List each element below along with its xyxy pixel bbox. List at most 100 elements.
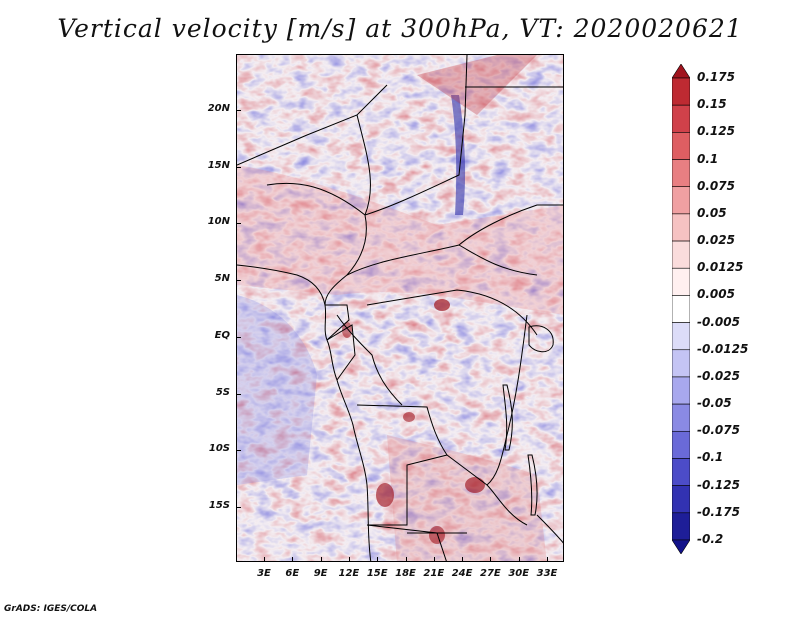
colorbar-swatch: [672, 458, 690, 486]
border-chad-sudan: [364, 55, 468, 216]
colorbar-swatch: [672, 403, 690, 432]
colorbar-swatch: [672, 104, 690, 133]
lake-victoria: [528, 325, 554, 353]
longitude-tick-label: 15E: [366, 568, 388, 579]
colorbar-tick-label: 0.125: [697, 124, 735, 139]
longitude-tick-label: 18E: [395, 568, 416, 579]
convective-cell: [403, 412, 415, 422]
latitude-tick-label: 20N: [207, 103, 230, 114]
border-mozambique: [536, 514, 563, 544]
longitude-tick-label: 24E: [451, 568, 473, 579]
latitude-tick-label: 5N: [214, 273, 230, 285]
longitude-tick: [433, 557, 435, 562]
latitude-tick: [236, 223, 241, 225]
latitude-tick-label: 15N: [207, 159, 230, 171]
colorbar: [672, 64, 690, 554]
latitude-tick: [236, 393, 241, 395]
border-niger-chad: [356, 114, 371, 216]
longitude-tick-label: 30E: [508, 568, 530, 579]
colorbar-tick-label: 0.005: [697, 287, 735, 302]
colorbar-swatch: [672, 213, 690, 242]
longitude-tick-label: 9E: [313, 568, 328, 579]
latitude-tick: [236, 336, 241, 338]
longitude-tick: [348, 557, 350, 562]
border-cameroon: [325, 304, 350, 341]
northeast-ascent-band: [417, 55, 537, 115]
longitude-tick-label: 21E: [423, 568, 445, 579]
map-plot-area: [236, 54, 564, 562]
longitude-tick-label: 6E: [285, 568, 300, 579]
colorbar-lower-extension: [672, 539, 690, 554]
colorbar-swatch: [672, 485, 690, 514]
colorbar-swatch: [672, 376, 690, 405]
colorbar-tick-label: -0.125: [697, 477, 740, 492]
grads-credit: GrADS: IGES/COLA: [4, 604, 98, 614]
latitude-tick: [236, 450, 241, 452]
colorbar-tick-label: -0.2: [697, 532, 724, 546]
chart-title: Vertical velocity [m/s] at 300hPa, VT: 2…: [57, 14, 743, 43]
colorbar-tick-label: 0.175: [697, 70, 735, 84]
latitude-tick: [236, 507, 241, 508]
gulf-descent-region: [237, 295, 317, 485]
colorbar-swatch: [672, 267, 690, 296]
colorbar-swatch: [672, 240, 690, 269]
colorbar-tick-label: -0.05: [697, 396, 732, 411]
longitude-tick: [405, 557, 407, 562]
colorbar-tick-label: 0.1: [697, 151, 719, 166]
latitude-tick-label: 10S: [208, 443, 230, 455]
colorbar-upper-extension: [672, 64, 690, 79]
colorbar-tick-label: 0.075: [697, 178, 735, 193]
longitude-tick: [490, 557, 492, 562]
longitude-tick: [547, 557, 548, 562]
lake-tanganyika: [502, 384, 513, 451]
colorbar-swatch: [672, 77, 690, 106]
border-zambia: [446, 454, 528, 526]
longitude-tick-label: 27E: [480, 568, 501, 579]
colorbar-tick-label: 0.0125: [697, 260, 744, 275]
border-drc-east: [486, 314, 528, 486]
convective-cell: [376, 483, 394, 507]
longitude-tick: [292, 557, 294, 562]
border-drc-north: [366, 289, 538, 336]
sahel-ascent-region: [237, 165, 563, 315]
latitude-tick-label: 5S: [215, 386, 230, 398]
longitude-tick-label: 3E: [257, 568, 271, 579]
longitude-tick-label: 33E: [536, 568, 558, 579]
colorbar-tick-label: -0.1: [697, 450, 724, 465]
latitude-tick: [236, 166, 241, 168]
colorbar-tick-label: -0.175: [697, 504, 740, 519]
colorbar-swatch: [672, 132, 690, 160]
colorbar-tick-label: 0.025: [697, 233, 735, 248]
colorbar-swatch: [672, 430, 690, 459]
coastline-west-africa: [237, 264, 372, 561]
colorbar-tick-label: -0.025: [697, 368, 740, 383]
political-boundaries: [237, 55, 563, 561]
colorbar-tick-label: 0.15: [697, 97, 727, 112]
colorbar-tick-label: -0.005: [697, 314, 740, 329]
longitude-tick: [320, 557, 322, 562]
colorbar-tick-label: -0.0125: [697, 341, 749, 356]
border-angola: [356, 404, 448, 526]
latitude-tick: [236, 110, 241, 111]
longitude-tick-label: 12E: [338, 568, 360, 579]
convective-cell: [434, 299, 450, 311]
longitude-tick: [518, 557, 520, 562]
nile-descent-streak: [451, 95, 466, 215]
latitude-tick: [236, 280, 241, 282]
latitude-tick-label: 10N: [207, 216, 230, 228]
southern-africa-ascent: [387, 435, 547, 561]
colorbar-swatch: [672, 512, 690, 541]
longitude-tick: [264, 557, 265, 562]
lake-malawi: [527, 454, 538, 516]
longitude-tick: [462, 557, 464, 562]
convective-cell: [465, 477, 485, 493]
latitude-tick-label: 15S: [208, 500, 230, 511]
colorbar-tick-label: -0.075: [697, 423, 740, 438]
border-car: [346, 244, 538, 276]
convective-cell: [429, 526, 445, 544]
colorbar-swatch: [672, 322, 690, 351]
border-south-sudan: [458, 204, 563, 246]
border-nigeria: [266, 182, 367, 306]
colorbar-swatch: [672, 295, 690, 323]
vertical-velocity-field: [237, 55, 563, 561]
